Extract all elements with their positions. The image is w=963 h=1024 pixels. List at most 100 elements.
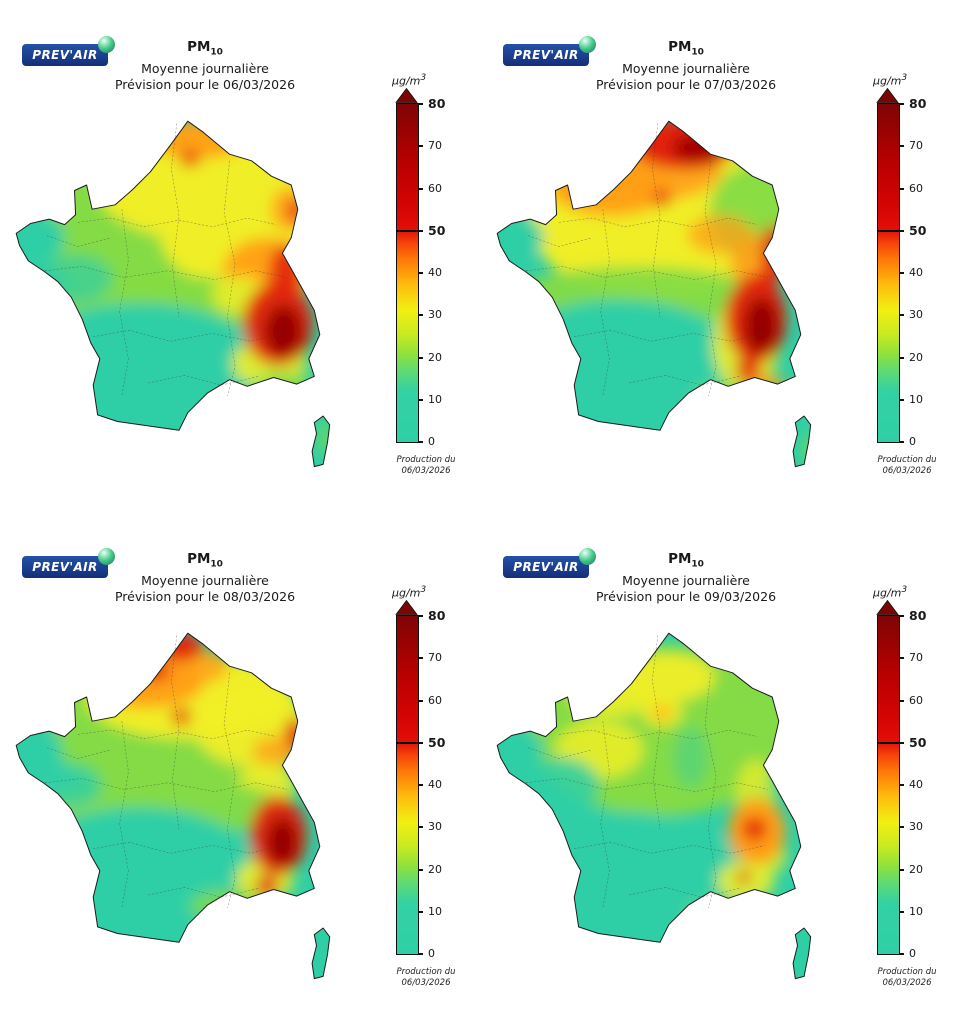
forecast-date: Prévision pour le 07/03/2026 — [595, 76, 777, 92]
colorbar-tick-label: 30 — [428, 820, 442, 834]
production-note: Production du 06/03/2026 — [877, 967, 937, 988]
colorbar-tick — [899, 145, 904, 148]
prevair-globe-icon — [579, 36, 596, 53]
colorbar-tick — [418, 868, 423, 871]
colorbar-tick — [899, 272, 904, 274]
colorbar-tick-label: 30 — [428, 308, 442, 322]
subtitle: Moyenne journalière — [141, 61, 269, 77]
colorbar-tick-label: 30 — [909, 820, 923, 834]
prevair-logo-text: PREV'AIR — [513, 48, 579, 62]
colorbar-tick — [899, 657, 904, 660]
colorbar: µg/m3 0 10 20 30 40 50 60 70 80 Production du 06/… — [871, 584, 961, 988]
colorbar-tick-label: 20 — [428, 350, 442, 364]
colorbar-tick-label: 20 — [909, 862, 923, 876]
colorbar-tick — [899, 741, 904, 744]
colorbar-unit: µg/m3 — [873, 72, 908, 88]
colorbar: µg/m3 0 10 20 30 40 50 60 70 80 Production du 06/… — [390, 584, 480, 988]
colorbar-tick — [418, 229, 423, 232]
panel-title: PM10 Moyenne journalière Prévision pour … — [541, 39, 831, 92]
colorbar-tick — [418, 272, 423, 274]
colorbar-tick — [899, 398, 904, 401]
colorbar-tick-label: 70 — [428, 651, 442, 665]
prevair-logo: PREV'AIR — [503, 548, 596, 578]
colorbar-tick-label: 20 — [428, 862, 442, 876]
colorbar-tick-label: 50 — [909, 734, 927, 750]
forecast-panel-3: PREV'AIR PM10 Moyenne journalière Prévis… — [0, 512, 481, 1024]
pollutant-label: PM10 — [668, 39, 704, 58]
prevair-logo-text: PREV'AIR — [32, 560, 98, 574]
colorbar-unit: µg/m3 — [392, 584, 427, 600]
subtitle: Moyenne journalière — [141, 573, 269, 589]
colorbar-unit: µg/m3 — [392, 72, 427, 88]
prevair-globe-icon — [98, 36, 115, 53]
colorbar-tick — [899, 784, 904, 786]
colorbar-tick-label: 70 — [909, 651, 923, 665]
prevair-logo: PREV'AIR — [22, 548, 115, 578]
colorbar-tick-label: 60 — [909, 693, 923, 707]
production-note: Production du 06/03/2026 — [396, 967, 456, 988]
france-map — [496, 120, 812, 468]
forecast-panel-4: PREV'AIR PM10 Moyenne journalière Prévis… — [481, 512, 963, 1024]
colorbar-tick — [418, 187, 423, 190]
colorbar-tick-label: 0 — [909, 435, 916, 448]
colorbar-tick-label: 60 — [428, 693, 442, 707]
colorbar-arrow — [876, 88, 899, 103]
subtitle: Moyenne journalière — [622, 61, 750, 77]
subtitle: Moyenne journalière — [622, 573, 750, 589]
colorbar-tick — [418, 741, 423, 744]
colorbar-tick — [418, 441, 423, 443]
colorbar-tick — [899, 103, 904, 105]
france-map — [15, 632, 331, 980]
prevair-logo-text: PREV'AIR — [32, 48, 98, 62]
colorbar-tick — [899, 953, 904, 955]
prevair-globe-icon — [579, 548, 596, 565]
pollutant-label: PM10 — [187, 39, 223, 58]
forecast-panel-2: PREV'AIR PM10 Moyenne journalière Prévis… — [481, 0, 963, 512]
colorbar-tick-label: 0 — [909, 947, 916, 960]
colorbar-tick-label: 10 — [909, 392, 923, 406]
colorbar-tick-label: 10 — [909, 904, 923, 918]
colorbar-tick — [418, 699, 423, 702]
colorbar-tick-label: 20 — [909, 350, 923, 364]
colorbar-tick — [418, 615, 423, 617]
colorbar-tick — [899, 699, 904, 702]
colorbar-tick — [899, 356, 904, 359]
colorbar-tick-label: 0 — [428, 947, 435, 960]
colorbar-threshold-line — [878, 741, 899, 744]
panel-title: PM10 Moyenne journalière Prévision pour … — [541, 551, 831, 604]
production-note: Production du 06/03/2026 — [877, 455, 937, 476]
colorbar-tick-label: 60 — [428, 181, 442, 195]
colorbar-tick-label: 70 — [909, 139, 923, 153]
colorbar-tick-label: 50 — [428, 222, 446, 238]
colorbar-tick-label: 40 — [909, 266, 923, 279]
colorbar-tick — [418, 356, 423, 359]
colorbar-unit: µg/m3 — [873, 584, 908, 600]
colorbar-tick-label: 0 — [428, 435, 435, 448]
colorbar-tick — [418, 314, 423, 317]
colorbar-tick — [899, 229, 904, 232]
colorbar-tick-label: 40 — [909, 778, 923, 791]
colorbar-tick — [418, 910, 423, 913]
colorbar-tick — [899, 868, 904, 871]
colorbar-arrow — [395, 88, 418, 103]
colorbar-scale: 0 10 20 30 40 50 60 70 80 — [877, 609, 926, 960]
production-note: Production du 06/03/2026 — [396, 455, 456, 476]
france-map — [15, 120, 331, 468]
colorbar-tick — [418, 398, 423, 401]
colorbar-tick-label: 50 — [428, 734, 446, 750]
colorbar-tick — [418, 657, 423, 660]
colorbar-tick-label: 50 — [909, 222, 927, 238]
panel-title: PM10 Moyenne journalière Prévision pour … — [60, 39, 350, 92]
colorbar-tick-label: 30 — [909, 308, 923, 322]
colorbar-tick — [899, 826, 904, 829]
colorbar-threshold-line — [397, 229, 418, 232]
forecast-date: Prévision pour le 08/03/2026 — [114, 588, 296, 604]
colorbar-tick-label: 70 — [428, 139, 442, 153]
prevair-logo: PREV'AIR — [503, 36, 596, 66]
colorbar-tick — [899, 615, 904, 617]
colorbar: µg/m3 0 10 20 30 40 50 60 70 80 Production du 06/… — [871, 72, 961, 476]
colorbar-tick — [418, 784, 423, 786]
forecast-panel-1: PREV'AIR PM10 Moyenne journalière Prévis… — [0, 0, 481, 512]
colorbar-arrow — [876, 600, 899, 615]
